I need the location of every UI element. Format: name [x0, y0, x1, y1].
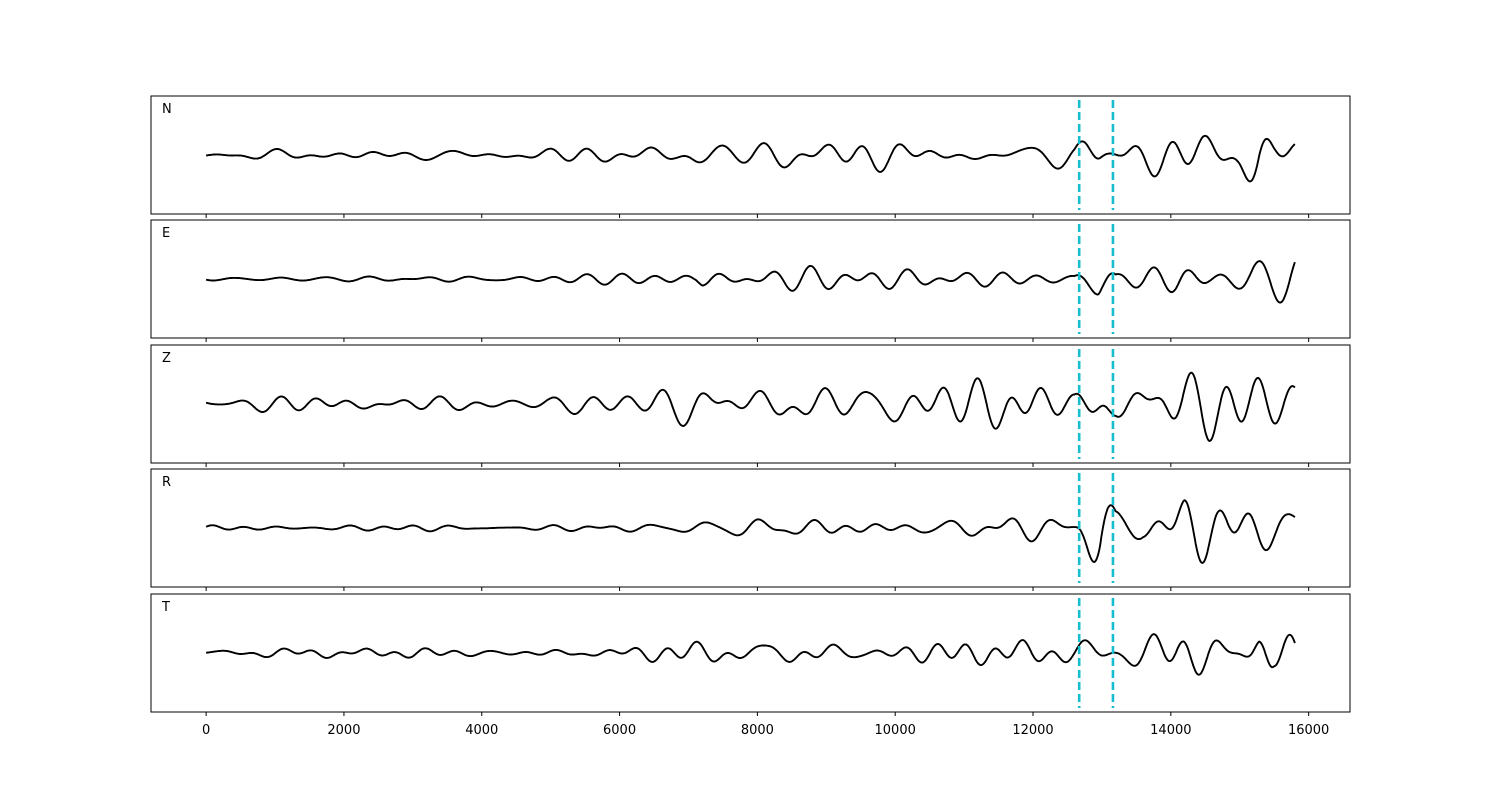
trace-panel-z: Z	[150, 344, 1351, 467]
trace-panel-n: N	[150, 95, 1351, 218]
waveform-line	[205, 499, 1296, 564]
waveform-line	[205, 633, 1296, 676]
x-tick-label: 6000	[603, 723, 636, 738]
panel-label: R	[162, 475, 171, 490]
panel-label: N	[162, 102, 172, 117]
panel-frame	[150, 593, 1351, 713]
waveform-line	[205, 371, 1296, 442]
panel-label: E	[162, 226, 170, 241]
x-axis: 0 2000 4000 6000 8000 10000 12000 14000 16000	[202, 723, 1329, 738]
x-tick-label: 8000	[741, 723, 774, 738]
panel-frame	[150, 344, 1351, 464]
panel-frame	[150, 468, 1351, 588]
trace-panel-r: R	[150, 468, 1351, 591]
waveform-line	[205, 134, 1296, 183]
panel-frame	[150, 95, 1351, 215]
panel-frame	[150, 219, 1351, 339]
x-tick-label: 16000	[1288, 723, 1329, 738]
trace-panel-t: T	[150, 593, 1351, 716]
x-tick-label: 2000	[327, 723, 360, 738]
panel-label: T	[161, 600, 170, 615]
x-tick-label: 4000	[465, 723, 498, 738]
panel-label: Z	[162, 351, 171, 366]
x-tick-label: 14000	[1150, 723, 1191, 738]
trace-panel-e: E	[150, 219, 1351, 342]
x-tick-label: 0	[202, 723, 210, 738]
x-tick-label: 12000	[1012, 723, 1053, 738]
waveform-line	[205, 260, 1296, 304]
x-tick-label: 10000	[875, 723, 916, 738]
